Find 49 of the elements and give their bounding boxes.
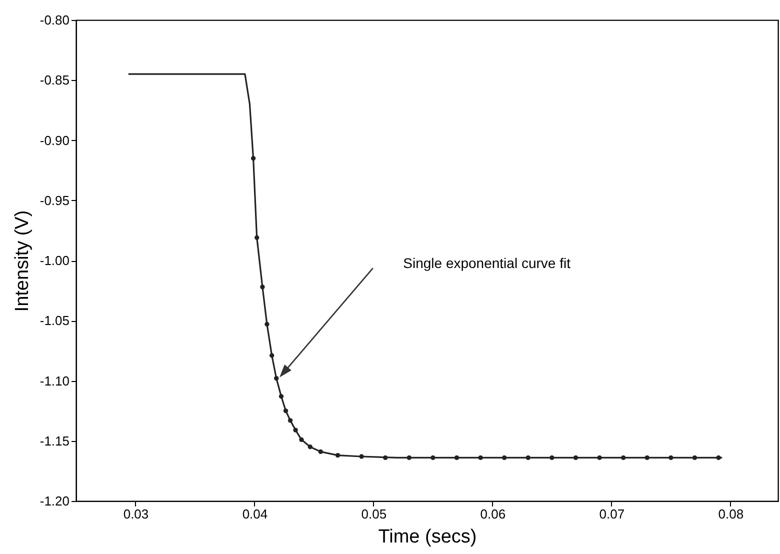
y-tick-label: -0.85 <box>40 72 70 88</box>
y-tick-label: -1.05 <box>40 313 70 328</box>
point <box>597 455 602 460</box>
y-tick-label: -1.10 <box>40 373 70 388</box>
point <box>264 322 270 327</box>
point <box>406 455 412 460</box>
x-tick-label: 0.05 <box>361 506 387 522</box>
x-tick-label: 0.04 <box>242 506 268 522</box>
y-tick-label: -0.80 <box>40 12 70 28</box>
point <box>383 455 388 460</box>
point <box>526 455 530 460</box>
x-axis-title: Time (secs) <box>378 526 477 548</box>
y-tick-label: -0.90 <box>40 132 70 148</box>
point <box>288 418 293 423</box>
line-series <box>128 73 723 459</box>
point <box>318 449 323 454</box>
y-tick-label: -1.15 <box>40 433 70 448</box>
x-tick-label: 0.07 <box>599 506 625 522</box>
point <box>359 454 364 459</box>
point <box>430 455 436 460</box>
point <box>254 235 260 240</box>
point <box>620 455 626 460</box>
point <box>668 455 674 460</box>
y-axis-title: Intensity (V) <box>12 210 33 312</box>
point <box>308 444 313 450</box>
x-tick-label: 0.06 <box>480 506 506 522</box>
point <box>454 455 460 460</box>
point <box>478 455 483 460</box>
point <box>335 452 340 458</box>
point <box>293 428 298 432</box>
point <box>644 455 650 460</box>
annotation: Single exponential curve fit <box>403 254 571 271</box>
point <box>550 455 554 460</box>
point <box>502 455 507 460</box>
point <box>692 455 698 460</box>
point <box>299 437 304 442</box>
x-tick-label: 0.08 <box>718 506 744 522</box>
point <box>573 455 578 460</box>
point <box>250 156 256 161</box>
point <box>278 394 284 399</box>
y-tick-label: -1.20 <box>40 494 70 508</box>
point <box>260 284 265 290</box>
point <box>283 408 288 414</box>
x-tick-label: 0.03 <box>123 506 149 522</box>
point <box>270 353 274 358</box>
point <box>274 376 279 381</box>
y-tick-label: -1.00 <box>40 253 70 268</box>
point <box>716 455 721 460</box>
y-tick-label: -0.95 <box>40 192 70 208</box>
